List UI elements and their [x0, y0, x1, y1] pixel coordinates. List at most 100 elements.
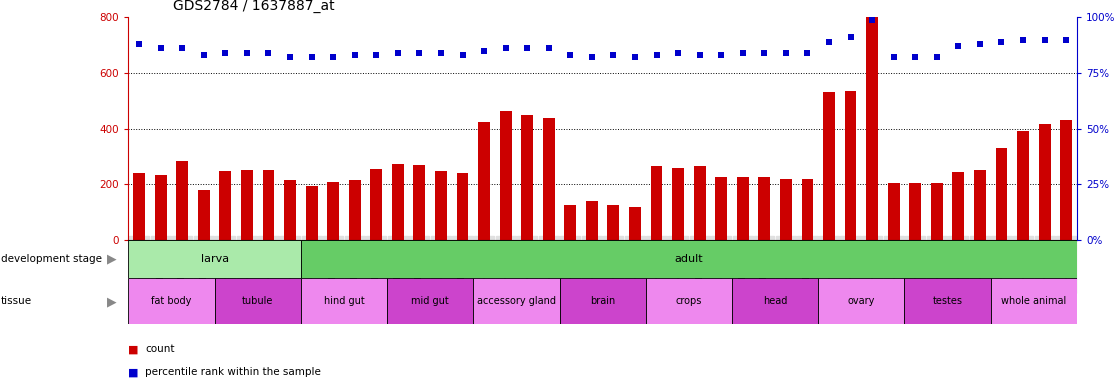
Point	[583, 54, 600, 60]
Bar	[327, 182, 339, 240]
Text: percentile rank within the sample: percentile rank within the sample	[145, 367, 321, 377]
Point	[325, 54, 343, 60]
Point	[777, 50, 795, 56]
Bar	[478, 122, 490, 240]
Bar	[500, 111, 511, 240]
Bar	[542, 118, 555, 240]
Bar	[801, 179, 814, 240]
Bar	[759, 177, 770, 240]
Bar	[220, 171, 231, 240]
Bar	[349, 180, 360, 240]
Bar	[952, 172, 964, 240]
Bar	[392, 164, 404, 240]
Bar	[845, 91, 856, 240]
Point	[238, 50, 256, 56]
Bar	[176, 161, 189, 240]
Point	[1057, 36, 1075, 43]
Text: tubule: tubule	[242, 296, 273, 306]
Point	[712, 52, 730, 58]
Point	[195, 52, 213, 58]
Point	[1014, 36, 1032, 43]
Text: ovary: ovary	[848, 296, 875, 306]
Bar	[285, 180, 296, 240]
Point	[346, 52, 364, 58]
Bar	[824, 93, 835, 240]
Point	[906, 54, 924, 60]
Point	[411, 50, 429, 56]
Point	[540, 45, 558, 51]
Bar	[651, 166, 663, 240]
Point	[756, 50, 773, 56]
Bar	[128, 278, 214, 324]
Bar	[387, 278, 473, 324]
Point	[799, 50, 817, 56]
Bar	[521, 115, 533, 240]
Point	[497, 45, 514, 51]
Text: tissue: tissue	[1, 296, 32, 306]
Bar	[646, 278, 732, 324]
Point	[173, 45, 191, 51]
Point	[131, 41, 148, 47]
Point	[518, 45, 536, 51]
Point	[1036, 36, 1054, 43]
Bar	[456, 173, 469, 240]
Bar	[565, 205, 576, 240]
Bar	[672, 168, 684, 240]
Bar	[1039, 124, 1050, 240]
Bar	[306, 186, 318, 240]
Point	[841, 34, 859, 40]
Text: fat body: fat body	[152, 296, 192, 306]
Bar	[629, 207, 641, 240]
Bar	[371, 169, 382, 240]
Text: whole animal: whole animal	[1001, 296, 1067, 306]
Bar	[301, 240, 1077, 278]
Bar	[214, 278, 301, 324]
Text: development stage: development stage	[1, 254, 103, 264]
Text: mid gut: mid gut	[412, 296, 449, 306]
Bar	[694, 166, 705, 240]
Bar	[198, 190, 210, 240]
Bar	[974, 170, 985, 240]
Bar	[1017, 131, 1029, 240]
Bar	[413, 166, 425, 240]
Bar	[133, 173, 145, 240]
Text: accessory gland: accessory gland	[477, 296, 556, 306]
Bar	[155, 175, 166, 240]
Point	[885, 54, 903, 60]
Point	[647, 52, 665, 58]
Bar	[473, 278, 559, 324]
Text: hind gut: hind gut	[324, 296, 364, 306]
Bar	[607, 205, 619, 240]
Text: testes: testes	[933, 296, 963, 306]
Text: ■: ■	[128, 344, 138, 354]
Point	[971, 41, 989, 47]
Bar	[931, 183, 943, 240]
Text: larva: larva	[201, 254, 229, 264]
Bar	[1060, 120, 1072, 240]
Point	[605, 52, 623, 58]
Text: brain: brain	[590, 296, 615, 306]
Bar	[887, 183, 899, 240]
Text: crops: crops	[675, 296, 702, 306]
Point	[475, 48, 493, 54]
Point	[453, 52, 471, 58]
Text: ▶: ▶	[107, 295, 116, 308]
Point	[432, 50, 450, 56]
Text: adult: adult	[674, 254, 703, 264]
Point	[561, 52, 579, 58]
Bar	[780, 179, 792, 240]
Bar	[241, 170, 253, 240]
Point	[302, 54, 320, 60]
Bar	[559, 278, 646, 324]
Point	[691, 52, 709, 58]
Text: ■: ■	[128, 367, 138, 377]
Point	[927, 54, 945, 60]
Point	[626, 54, 644, 60]
Text: GDS2784 / 1637887_at: GDS2784 / 1637887_at	[173, 0, 335, 13]
Point	[734, 50, 752, 56]
Bar	[732, 278, 818, 324]
Point	[992, 39, 1010, 45]
Bar	[991, 278, 1077, 324]
Text: count: count	[145, 344, 174, 354]
Point	[820, 39, 838, 45]
